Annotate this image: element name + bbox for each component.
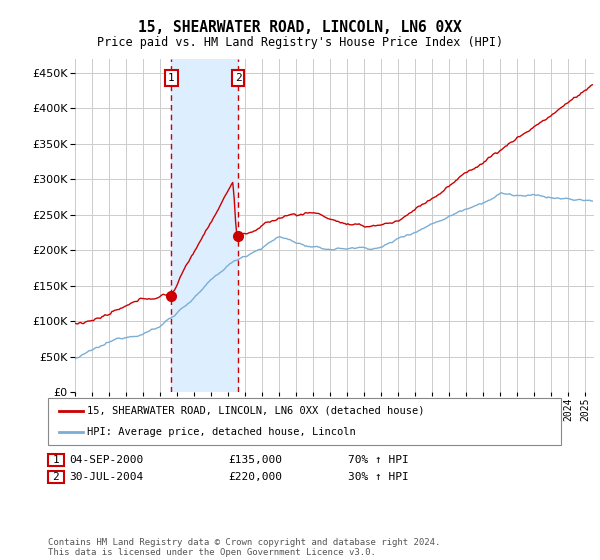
Text: Contains HM Land Registry data © Crown copyright and database right 2024.
This d: Contains HM Land Registry data © Crown c… (48, 538, 440, 557)
Text: 2: 2 (52, 472, 59, 482)
Text: 70% ↑ HPI: 70% ↑ HPI (348, 455, 409, 465)
Text: 1: 1 (52, 455, 59, 465)
Text: Price paid vs. HM Land Registry's House Price Index (HPI): Price paid vs. HM Land Registry's House … (97, 36, 503, 49)
Bar (172, 59, 238, 392)
Text: 1: 1 (168, 73, 175, 83)
Text: 15, SHEARWATER ROAD, LINCOLN, LN6 0XX (detached house): 15, SHEARWATER ROAD, LINCOLN, LN6 0XX (d… (87, 406, 425, 416)
Text: 30% ↑ HPI: 30% ↑ HPI (348, 472, 409, 482)
Text: HPI: Average price, detached house, Lincoln: HPI: Average price, detached house, Linc… (87, 427, 356, 437)
Text: 2: 2 (235, 73, 241, 83)
Text: £135,000: £135,000 (228, 455, 282, 465)
Text: 15, SHEARWATER ROAD, LINCOLN, LN6 0XX: 15, SHEARWATER ROAD, LINCOLN, LN6 0XX (138, 20, 462, 35)
Text: 04-SEP-2000: 04-SEP-2000 (70, 455, 144, 465)
Text: 30-JUL-2004: 30-JUL-2004 (70, 472, 144, 482)
Text: £220,000: £220,000 (228, 472, 282, 482)
